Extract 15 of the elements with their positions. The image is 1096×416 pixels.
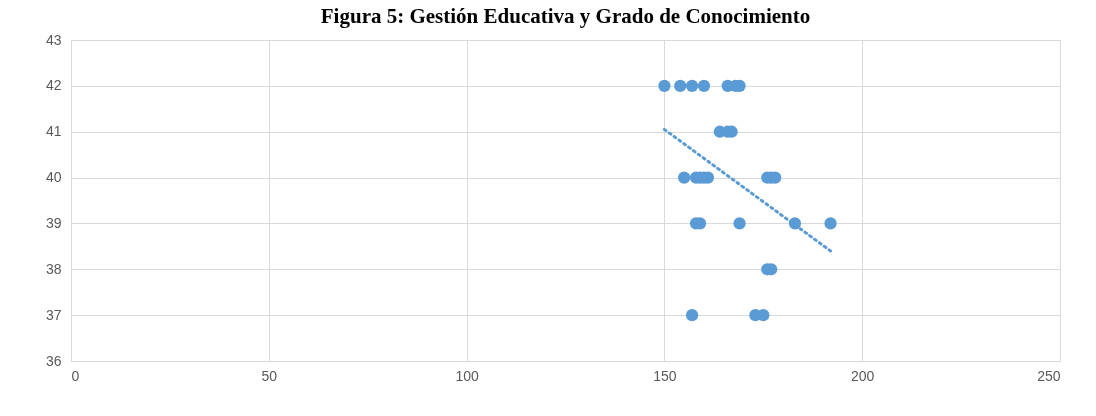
y-tick-label: 39 (45, 214, 62, 231)
y-tick-label: 36 (45, 352, 62, 369)
y-tick-label: 43 (45, 31, 62, 48)
chart-title: Figura 5: Gestión Educativa y Grado de Conocimiento (320, 4, 811, 28)
x-tick-label: 200 (851, 367, 875, 384)
y-tick-label: 40 (45, 169, 62, 186)
x-tick-label: 100 (455, 367, 479, 384)
y-tick-label: 41 (45, 123, 62, 140)
y-tick-label: 42 (45, 77, 62, 94)
x-tick-label: 0 (71, 367, 80, 384)
x-tick-label: 250 (1037, 367, 1061, 384)
y-tick-label: 38 (45, 260, 62, 277)
x-tick-label: 50 (261, 367, 278, 384)
x-tick-label: 150 (653, 367, 677, 384)
y-tick-label: 37 (45, 306, 62, 323)
